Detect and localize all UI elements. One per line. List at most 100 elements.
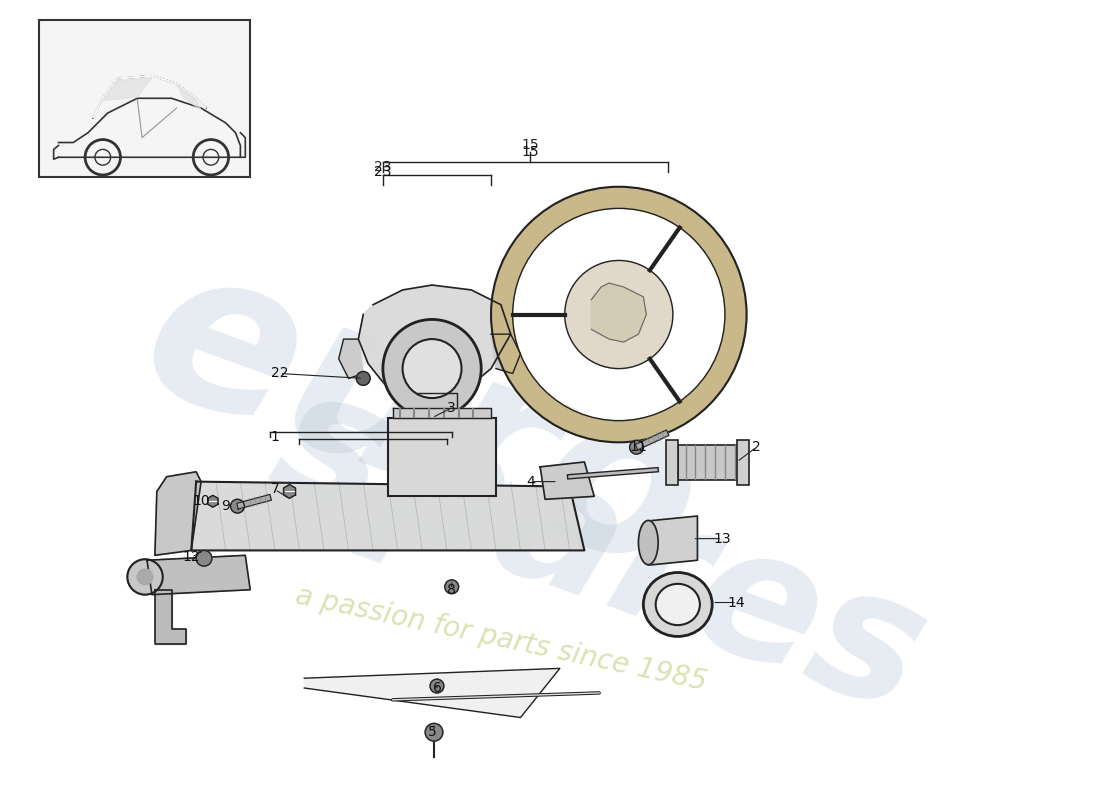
Text: 23: 23	[374, 165, 392, 179]
Polygon shape	[725, 302, 746, 308]
Circle shape	[356, 371, 370, 386]
Polygon shape	[542, 210, 558, 230]
Polygon shape	[513, 373, 532, 388]
Polygon shape	[521, 228, 540, 246]
Bar	[678, 446, 737, 480]
Polygon shape	[725, 322, 746, 326]
Polygon shape	[496, 277, 517, 286]
Polygon shape	[417, 393, 456, 411]
Polygon shape	[499, 352, 520, 364]
Text: 9: 9	[221, 499, 230, 513]
Polygon shape	[701, 380, 719, 396]
Polygon shape	[530, 391, 548, 410]
Polygon shape	[590, 418, 598, 440]
Polygon shape	[675, 402, 690, 422]
Polygon shape	[515, 376, 535, 391]
Polygon shape	[618, 421, 621, 442]
Polygon shape	[586, 190, 595, 212]
Polygon shape	[496, 342, 517, 352]
Polygon shape	[621, 186, 626, 209]
Polygon shape	[651, 193, 661, 214]
Polygon shape	[716, 263, 737, 275]
Text: 3: 3	[448, 401, 456, 415]
Polygon shape	[517, 234, 536, 250]
Polygon shape	[638, 189, 646, 210]
Polygon shape	[710, 249, 730, 263]
Polygon shape	[710, 366, 730, 380]
Polygon shape	[614, 421, 618, 442]
Polygon shape	[725, 306, 747, 311]
Polygon shape	[491, 334, 520, 374]
Polygon shape	[696, 385, 714, 402]
Polygon shape	[498, 349, 519, 360]
Text: 15: 15	[521, 146, 539, 159]
Polygon shape	[497, 273, 518, 283]
Polygon shape	[706, 372, 726, 386]
Polygon shape	[359, 285, 510, 403]
Polygon shape	[549, 206, 564, 226]
Polygon shape	[606, 420, 612, 442]
Polygon shape	[557, 202, 570, 222]
Polygon shape	[708, 369, 728, 383]
Polygon shape	[678, 209, 693, 228]
Polygon shape	[494, 336, 516, 345]
Polygon shape	[147, 555, 250, 594]
Circle shape	[128, 559, 163, 594]
Circle shape	[629, 440, 644, 454]
Polygon shape	[504, 254, 525, 268]
Polygon shape	[492, 326, 514, 333]
Polygon shape	[542, 400, 558, 419]
Polygon shape	[527, 222, 546, 240]
Polygon shape	[651, 414, 661, 436]
Polygon shape	[663, 410, 676, 430]
Polygon shape	[492, 301, 514, 306]
Polygon shape	[694, 224, 712, 242]
Polygon shape	[305, 668, 560, 718]
Polygon shape	[641, 190, 650, 211]
Bar	[39, 20, 250, 177]
Polygon shape	[579, 192, 588, 214]
Circle shape	[403, 339, 462, 398]
Polygon shape	[708, 246, 728, 260]
Polygon shape	[602, 420, 608, 442]
Text: 11: 11	[629, 440, 647, 454]
Polygon shape	[648, 416, 658, 438]
Polygon shape	[571, 413, 582, 434]
Polygon shape	[525, 386, 543, 404]
Polygon shape	[560, 199, 573, 221]
Polygon shape	[609, 421, 615, 442]
Polygon shape	[563, 410, 575, 431]
Polygon shape	[725, 318, 747, 322]
Polygon shape	[645, 190, 653, 212]
Polygon shape	[534, 217, 550, 236]
Polygon shape	[536, 214, 553, 234]
Polygon shape	[618, 186, 621, 209]
Polygon shape	[579, 415, 588, 437]
Polygon shape	[503, 258, 524, 270]
Polygon shape	[508, 247, 528, 262]
Polygon shape	[560, 409, 573, 430]
Polygon shape	[563, 198, 575, 219]
Polygon shape	[176, 85, 201, 110]
Polygon shape	[691, 221, 708, 239]
Polygon shape	[658, 195, 669, 217]
Polygon shape	[521, 384, 540, 401]
Polygon shape	[706, 242, 726, 258]
Polygon shape	[660, 411, 672, 432]
Polygon shape	[492, 297, 514, 303]
Ellipse shape	[644, 573, 712, 637]
Text: 7: 7	[271, 482, 279, 497]
Polygon shape	[574, 414, 585, 436]
Polygon shape	[495, 339, 517, 349]
Text: 14: 14	[728, 595, 746, 610]
Polygon shape	[723, 331, 745, 338]
Text: 8: 8	[448, 582, 456, 597]
Polygon shape	[719, 275, 741, 285]
Circle shape	[564, 261, 673, 369]
Polygon shape	[506, 365, 527, 378]
Polygon shape	[678, 401, 693, 421]
Polygon shape	[686, 216, 703, 234]
Polygon shape	[698, 382, 717, 399]
Polygon shape	[566, 411, 579, 433]
Polygon shape	[557, 407, 570, 428]
